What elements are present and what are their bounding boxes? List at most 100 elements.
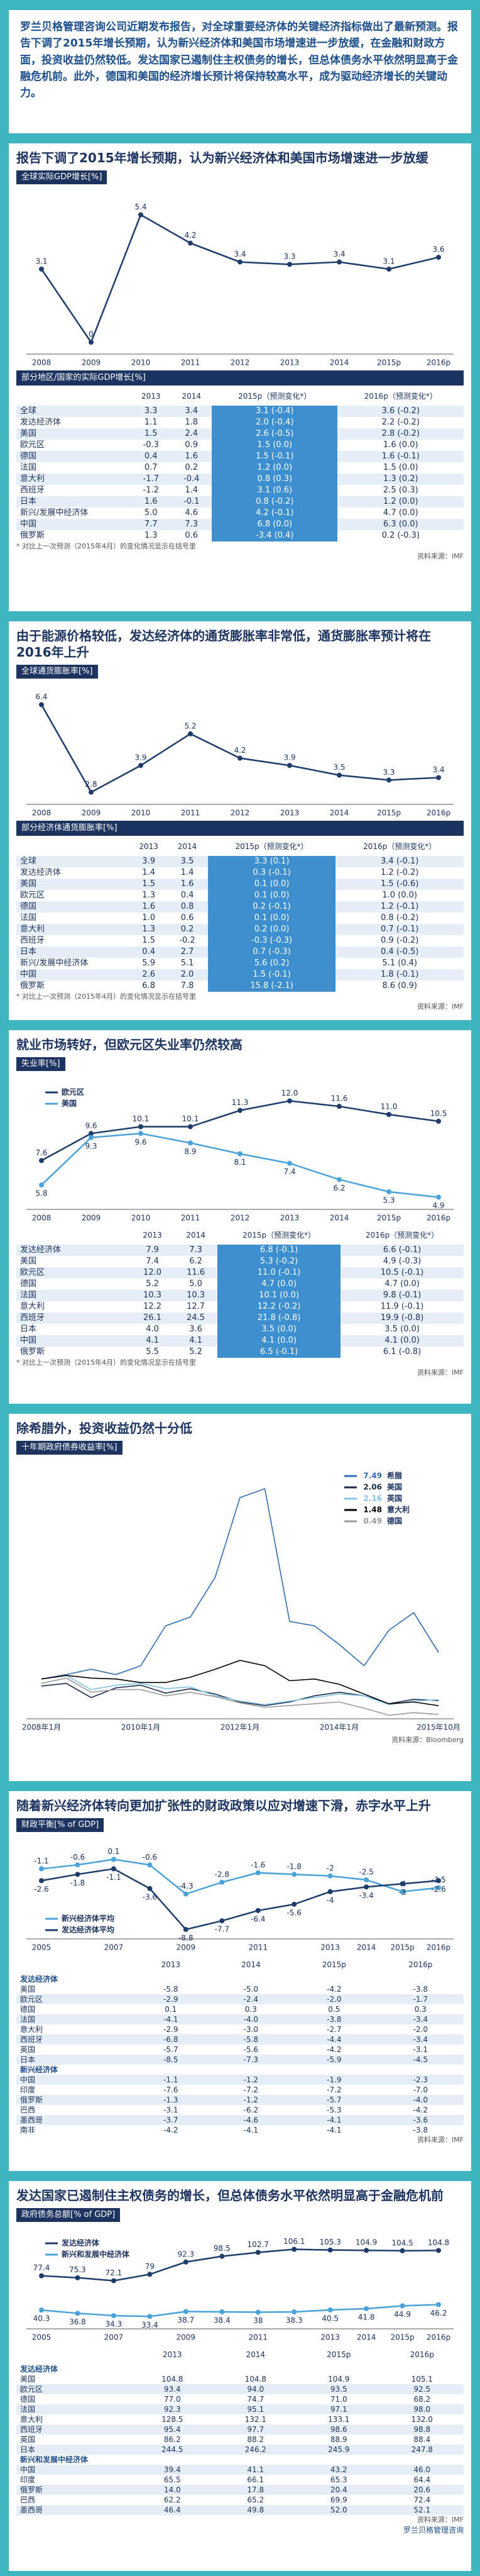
row-label: 美国 bbox=[16, 879, 131, 890]
cell: 5.0 bbox=[144, 508, 158, 518]
cell: 0.4 (-0.5) bbox=[335, 947, 464, 958]
data-label: -8.8 bbox=[178, 1933, 193, 1942]
cell: 0.1 (0.0) bbox=[207, 890, 336, 901]
data-point bbox=[436, 2248, 441, 2253]
data-label: -4 bbox=[327, 1896, 334, 1904]
column-header: 2014 bbox=[241, 1960, 261, 1969]
column-header: 2014 bbox=[246, 2350, 266, 2359]
table-row: 印度 65.5 66.1 65.3 64.4 bbox=[16, 2475, 464, 2485]
cell: 66.1 bbox=[247, 2475, 265, 2484]
cell: 93.4 bbox=[131, 2384, 214, 2394]
cell: 0.4 bbox=[180, 891, 194, 900]
cell: 86.2 bbox=[163, 2435, 181, 2444]
cell: 4.1 bbox=[131, 1335, 175, 1346]
row-label: 欧元区 bbox=[20, 440, 45, 450]
chart: 2005 2007 2009 2011 2013 2014 2015p 2016p -1.1 -0… bbox=[26, 1847, 454, 1952]
table-title: 部分经济体通货膨胀率[%] bbox=[16, 821, 464, 836]
chart: 2008年1月 2010年1月 2012年1月 2014年1月 2015年10月 7.49… bbox=[22, 1471, 461, 1732]
table-source: 资料来源：IMF bbox=[417, 2136, 464, 2144]
cell: 132.0 bbox=[411, 2415, 433, 2424]
legend-label: 欧元区 bbox=[62, 1087, 84, 1097]
cell: -1.2 bbox=[143, 486, 159, 495]
cell: 1.0 (0.0) bbox=[382, 891, 417, 900]
row-label: 巴西 bbox=[20, 2496, 36, 2504]
cell: 92.5 bbox=[380, 2384, 464, 2394]
cell: -2.9 bbox=[131, 1994, 211, 2004]
cell: 6.1 (-0.8) bbox=[383, 1347, 422, 1357]
data-point bbox=[364, 1877, 369, 1883]
x-tick-label: 2005 bbox=[32, 1943, 52, 1952]
cell: 1.2 (0.0) bbox=[337, 496, 464, 508]
cell: 0.8 (0.3) bbox=[212, 474, 338, 485]
cell: 244.5 bbox=[131, 2445, 214, 2455]
data-point bbox=[188, 240, 193, 246]
intro: 罗兰贝格管理咨询公司近期发布报告，对全球重要经济体的关键经济指标做出了最新预测。… bbox=[0, 0, 480, 138]
cell: 2.6 (-0.5) bbox=[212, 428, 338, 440]
table-block: 2013 2014 2015p（预测变化*） 2016p（预测变化*） 发达经济体 7.9… bbox=[16, 1226, 464, 1378]
cell: 1.3 bbox=[131, 924, 167, 935]
cell: 8.6 (0.9) bbox=[382, 981, 417, 991]
row-label: 美国 bbox=[20, 1985, 36, 1994]
cell: 3.1 (0.6) bbox=[212, 485, 338, 496]
section-title: 除希腊外，投资收益仍然十分低 bbox=[16, 1421, 192, 1436]
row-label: 德国 bbox=[16, 451, 131, 462]
cell: 71.0 bbox=[330, 2395, 347, 2404]
data-label: 9.3 bbox=[85, 1141, 97, 1150]
cell: -5.6 bbox=[243, 2045, 259, 2054]
cell: 93.5 bbox=[297, 2384, 381, 2394]
data-point bbox=[183, 2309, 188, 2314]
data-point bbox=[337, 772, 342, 778]
x-tick-label: 2012 bbox=[231, 1214, 250, 1223]
cell: -4.1 bbox=[131, 2014, 211, 2024]
section-title: 随着新兴经济体转向更加扩张性的财政政策以应对增速下滑，赤字水平上升 bbox=[16, 1798, 431, 1813]
cell: -3.7 bbox=[131, 2115, 211, 2125]
cell: 0.2 bbox=[166, 924, 208, 935]
data-table: 2013 2014 2015p（预测变化*） 2016p（预测变化*） 全球 3.9 3.5… bbox=[16, 837, 464, 992]
column-header: 2016p bbox=[408, 1960, 433, 1969]
x-tick-label: 2009 bbox=[82, 358, 101, 367]
cell: -2.7 bbox=[327, 2025, 342, 2034]
data-label: -2 bbox=[327, 1863, 334, 1872]
table-body: 发达经济体 7.9 7.3 6.8 (-0.1) 6.6 (-0.1) 美国 7.4 6.2 5… bbox=[16, 1245, 464, 1358]
cell: 1.3 bbox=[144, 531, 158, 540]
x-tick-label: 2011 bbox=[248, 1943, 268, 1952]
row-label: 中国 bbox=[16, 519, 131, 530]
x-tick-label: 2014 bbox=[330, 809, 349, 818]
data-label: 7.4 bbox=[283, 1167, 295, 1176]
cell: 5.2 bbox=[189, 1347, 202, 1357]
data-label: -5.6 bbox=[286, 1908, 301, 1917]
cell: -0.2 bbox=[179, 936, 195, 945]
x-tick-label: 2015p bbox=[390, 2333, 414, 2342]
cell: 1.2 (-0.1) bbox=[335, 901, 464, 913]
data-label: -1.1 bbox=[34, 1857, 48, 1865]
data-point bbox=[111, 1857, 116, 1862]
intro-text: 罗兰贝格管理咨询公司近期发布报告，对全球重要经济体的关键经济指标做出了最新预测。… bbox=[9, 10, 471, 133]
data-label: 44.9 bbox=[394, 2310, 411, 2319]
legend-label: 发达经济体 bbox=[61, 2238, 100, 2248]
data-point bbox=[287, 1160, 292, 1166]
data-label: 3.1 bbox=[35, 257, 47, 265]
header-row: 2013 2014 2015p（预测变化*） 2016p（预测变化*） bbox=[16, 1226, 464, 1245]
cell: 1.4 bbox=[180, 868, 194, 877]
table-row: 美国 1.5 2.4 2.6 (-0.5) 2.8 (-0.2) bbox=[16, 428, 464, 440]
data-label: 9.6 bbox=[134, 1138, 146, 1146]
cell: 11.6 bbox=[174, 1267, 218, 1279]
data-label: 6.2 bbox=[333, 1184, 345, 1192]
data-point bbox=[39, 266, 44, 272]
cell: 1.4 bbox=[185, 486, 199, 495]
cell: -4.2 bbox=[327, 1985, 342, 1994]
cell: -4.5 bbox=[377, 2055, 464, 2065]
table-row: 德国 0.4 1.6 1.5 (-0.1) 1.6 (-0.1) bbox=[16, 451, 464, 462]
data-label: 8.1 bbox=[234, 1158, 246, 1167]
row-label: 西班牙 bbox=[16, 2035, 131, 2045]
cell: 3.4 (-0.1) bbox=[335, 856, 464, 867]
group-row: 发达经济体 bbox=[16, 2364, 464, 2374]
column-header: 2013 bbox=[161, 1960, 181, 1969]
row-label: 西班牙 bbox=[16, 2424, 131, 2434]
footer-brand: 罗兰贝格管理咨询 bbox=[403, 2526, 464, 2534]
gdp-section: 报告下调了2015年增长预期，认为新兴经济体和美国市场增速进一步放缓 全球实际G… bbox=[0, 138, 480, 616]
column-header: 2015p（预测变化*） bbox=[238, 392, 312, 401]
data-label: -1.1 bbox=[106, 1873, 121, 1882]
cell: 0.6 bbox=[185, 531, 199, 540]
table-row: 全球 3.3 3.4 3.1 (-0.4) 3.6 (-0.2) bbox=[16, 406, 464, 417]
